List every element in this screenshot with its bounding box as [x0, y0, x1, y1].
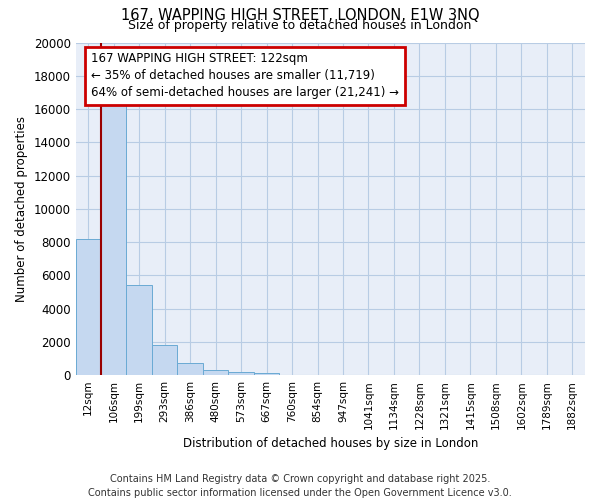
- Bar: [229, 372, 254, 375]
- X-axis label: Distribution of detached houses by size in London: Distribution of detached houses by size …: [182, 437, 478, 450]
- Text: Contains HM Land Registry data © Crown copyright and database right 2025.
Contai: Contains HM Land Registry data © Crown c…: [88, 474, 512, 498]
- Bar: [152, 345, 178, 375]
- Bar: [178, 364, 203, 375]
- Bar: [254, 372, 280, 375]
- Bar: [76, 238, 101, 375]
- Bar: [127, 286, 152, 375]
- Bar: [203, 370, 229, 375]
- Bar: [101, 98, 127, 375]
- Y-axis label: Number of detached properties: Number of detached properties: [15, 116, 28, 302]
- Text: 167, WAPPING HIGH STREET, LONDON, E1W 3NQ: 167, WAPPING HIGH STREET, LONDON, E1W 3N…: [121, 8, 479, 22]
- Text: Size of property relative to detached houses in London: Size of property relative to detached ho…: [128, 19, 472, 32]
- Text: 167 WAPPING HIGH STREET: 122sqm
← 35% of detached houses are smaller (11,719)
64: 167 WAPPING HIGH STREET: 122sqm ← 35% of…: [91, 52, 399, 100]
